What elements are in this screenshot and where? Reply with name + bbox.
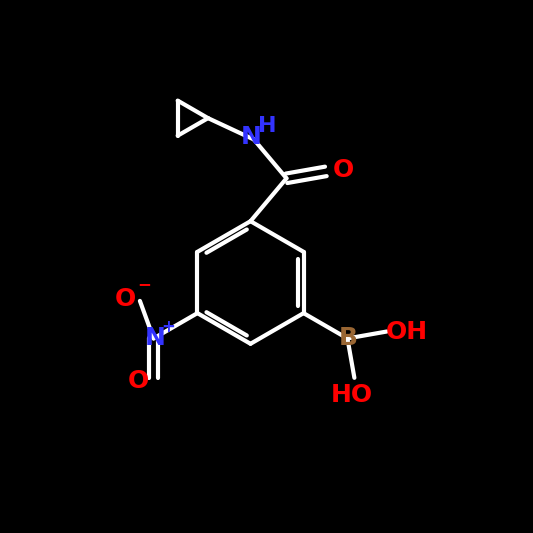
Text: O: O (128, 368, 149, 393)
Text: +: + (161, 318, 175, 336)
Text: H: H (258, 116, 277, 136)
Text: O: O (332, 158, 353, 182)
Text: N: N (241, 125, 262, 149)
Text: −: − (137, 275, 151, 293)
Text: OH: OH (386, 319, 428, 343)
Text: N: N (145, 326, 166, 351)
Text: O: O (115, 287, 135, 311)
Text: HO: HO (330, 383, 373, 407)
Text: B: B (339, 326, 358, 351)
